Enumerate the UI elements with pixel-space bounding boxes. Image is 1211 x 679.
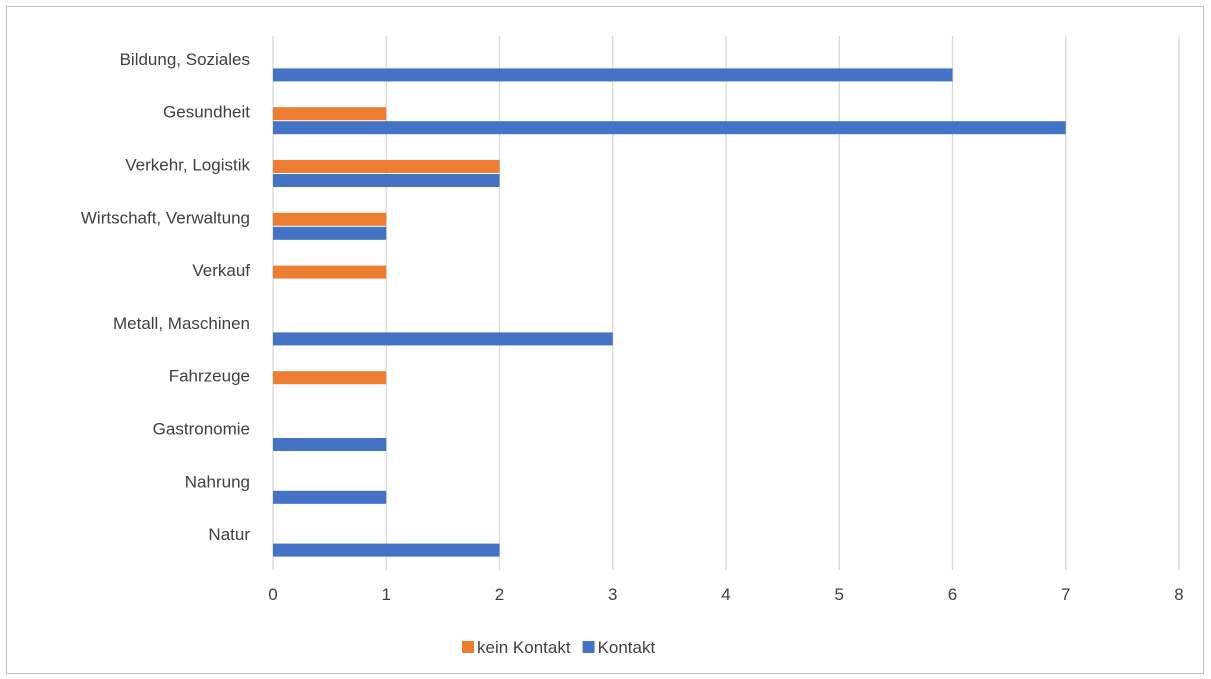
bar-kontakt bbox=[273, 68, 953, 81]
category-label: Natur bbox=[208, 525, 250, 544]
bar-kontakt bbox=[273, 174, 500, 187]
bar-kontakt bbox=[273, 121, 1066, 134]
bar-kontakt bbox=[273, 544, 500, 557]
category-label: Nahrung bbox=[185, 472, 250, 491]
category-label: Verkehr, Logistik bbox=[125, 155, 250, 174]
category-label: Wirtschaft, Verwaltung bbox=[81, 208, 250, 227]
legend-label: Kontakt bbox=[598, 638, 656, 657]
category-label: Bildung, Soziales bbox=[120, 50, 250, 69]
bar-kontakt bbox=[273, 438, 386, 451]
category-label: Fahrzeuge bbox=[169, 367, 250, 386]
legend-swatch-kontakt bbox=[583, 641, 595, 653]
legend-swatch-kein-kontakt bbox=[462, 641, 474, 653]
category-label: Metall, Maschinen bbox=[113, 314, 250, 333]
bar-kein-kontakt bbox=[273, 371, 386, 384]
category-label: Verkauf bbox=[192, 261, 250, 280]
bar-kein-kontakt bbox=[273, 266, 386, 279]
x-tick-label: 1 bbox=[382, 585, 391, 604]
x-tick-label: 2 bbox=[495, 585, 504, 604]
x-tick-label: 4 bbox=[721, 585, 730, 604]
x-tick-label: 0 bbox=[268, 585, 277, 604]
x-tick-label: 5 bbox=[835, 585, 844, 604]
bar-kein-kontakt bbox=[273, 107, 386, 120]
bar-kein-kontakt bbox=[273, 213, 386, 226]
bar-kontakt bbox=[273, 491, 386, 504]
legend-label: kein Kontakt bbox=[477, 638, 571, 657]
x-tick-label: 6 bbox=[948, 585, 957, 604]
bar-kein-kontakt bbox=[273, 160, 500, 173]
category-label: Gastronomie bbox=[153, 419, 250, 438]
x-tick-label: 7 bbox=[1061, 585, 1070, 604]
category-label: Gesundheit bbox=[163, 103, 250, 122]
x-tick-label: 8 bbox=[1174, 585, 1183, 604]
bar-kontakt bbox=[273, 227, 386, 240]
bar-kontakt bbox=[273, 332, 613, 345]
x-tick-label: 3 bbox=[608, 585, 617, 604]
